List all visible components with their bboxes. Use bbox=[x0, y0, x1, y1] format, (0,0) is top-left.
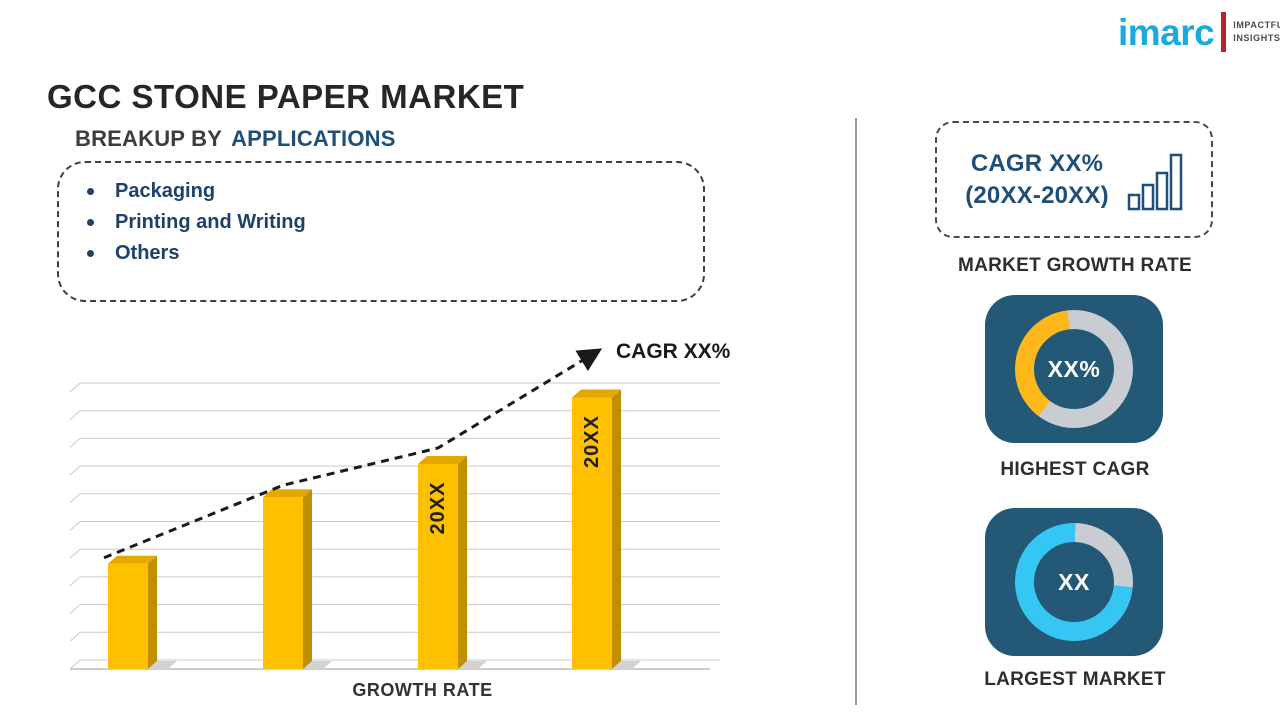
largest-market-value: XX bbox=[1058, 568, 1090, 595]
logo-tagline-line1: IMPACTFUL bbox=[1233, 19, 1280, 30]
breakup-heading: BREAKUP BY APPLICATIONS bbox=[75, 126, 396, 152]
donut-hole: XX bbox=[1034, 542, 1114, 622]
growth-chart-svg: 20XX 20XX bbox=[69, 348, 720, 670]
highest-cagr-label: HIGHEST CAGR bbox=[1000, 459, 1150, 480]
bar-chart-icon bbox=[1127, 153, 1183, 210]
bullet-icon bbox=[87, 219, 94, 226]
growth-rate-chart: 20XX 20XX bbox=[60, 335, 725, 680]
list-item: Others bbox=[87, 238, 703, 269]
breakup-heading-highlight: APPLICATIONS bbox=[231, 126, 396, 151]
logo-divider-bar bbox=[1221, 12, 1227, 52]
list-item-label: Packaging bbox=[115, 180, 216, 202]
breakup-heading-prefix: BREAKUP BY bbox=[75, 126, 223, 151]
market-growth-text: CAGR XX% (20XX-20XX) bbox=[965, 148, 1109, 210]
cagr-annotation: CAGR XX% bbox=[616, 340, 731, 363]
highest-cagr-donut: XX% bbox=[1015, 310, 1133, 428]
logo-tagline: IMPACTFUL INSIGHTS bbox=[1233, 19, 1280, 46]
cagr-value: CAGR XX% bbox=[970, 150, 1104, 178]
page-title: GCC STONE PAPER MARKET bbox=[47, 78, 525, 116]
applications-list: Packaging Printing and Writing Others bbox=[87, 176, 703, 269]
imarc-logo-text: imarc bbox=[1118, 11, 1215, 53]
bullet-icon bbox=[87, 250, 94, 257]
applications-box: Packaging Printing and Writing Others bbox=[57, 161, 705, 302]
highest-cagr-value: XX% bbox=[1047, 355, 1101, 382]
highest-cagr-card: XX% bbox=[985, 295, 1163, 443]
svg-text:20XX: 20XX bbox=[581, 415, 603, 468]
list-item-label: Printing and Writing bbox=[115, 211, 306, 233]
largest-market-donut: XX bbox=[1015, 523, 1133, 641]
bullet-icon bbox=[87, 188, 94, 195]
donut-hole: XX% bbox=[1034, 329, 1114, 409]
imarc-logo: imarc IMPACTFUL INSIGHTS bbox=[1118, 12, 1280, 52]
svg-text:20XX: 20XX bbox=[427, 482, 449, 535]
largest-market-label: LARGEST MARKET bbox=[984, 669, 1166, 690]
largest-market-card: XX bbox=[985, 508, 1163, 656]
list-item: Packaging bbox=[87, 176, 703, 207]
market-growth-box: CAGR XX% (20XX-20XX) bbox=[935, 121, 1213, 238]
cagr-period: (20XX-20XX) bbox=[965, 181, 1109, 209]
list-item-label: Others bbox=[115, 242, 180, 264]
market-growth-rate-label: MARKET GROWTH RATE bbox=[957, 255, 1193, 276]
logo-tagline-line2: INSIGHTS bbox=[1233, 33, 1280, 43]
list-item: Printing and Writing bbox=[87, 207, 703, 238]
chart-xlabel: GROWTH RATE bbox=[352, 680, 493, 700]
section-divider bbox=[855, 118, 857, 705]
